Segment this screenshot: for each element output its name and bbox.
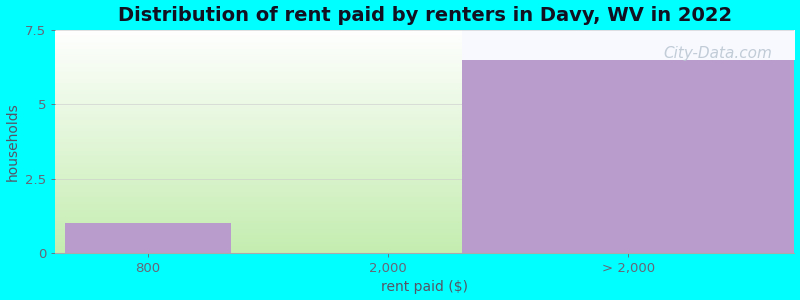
Text: City-Data.com: City-Data.com	[663, 46, 772, 61]
Bar	[462, 60, 794, 253]
X-axis label: rent paid ($): rent paid ($)	[382, 280, 468, 294]
Bar	[65, 223, 231, 253]
Title: Distribution of rent paid by renters in Davy, WV in 2022: Distribution of rent paid by renters in …	[118, 6, 732, 25]
Y-axis label: households: households	[6, 102, 19, 181]
